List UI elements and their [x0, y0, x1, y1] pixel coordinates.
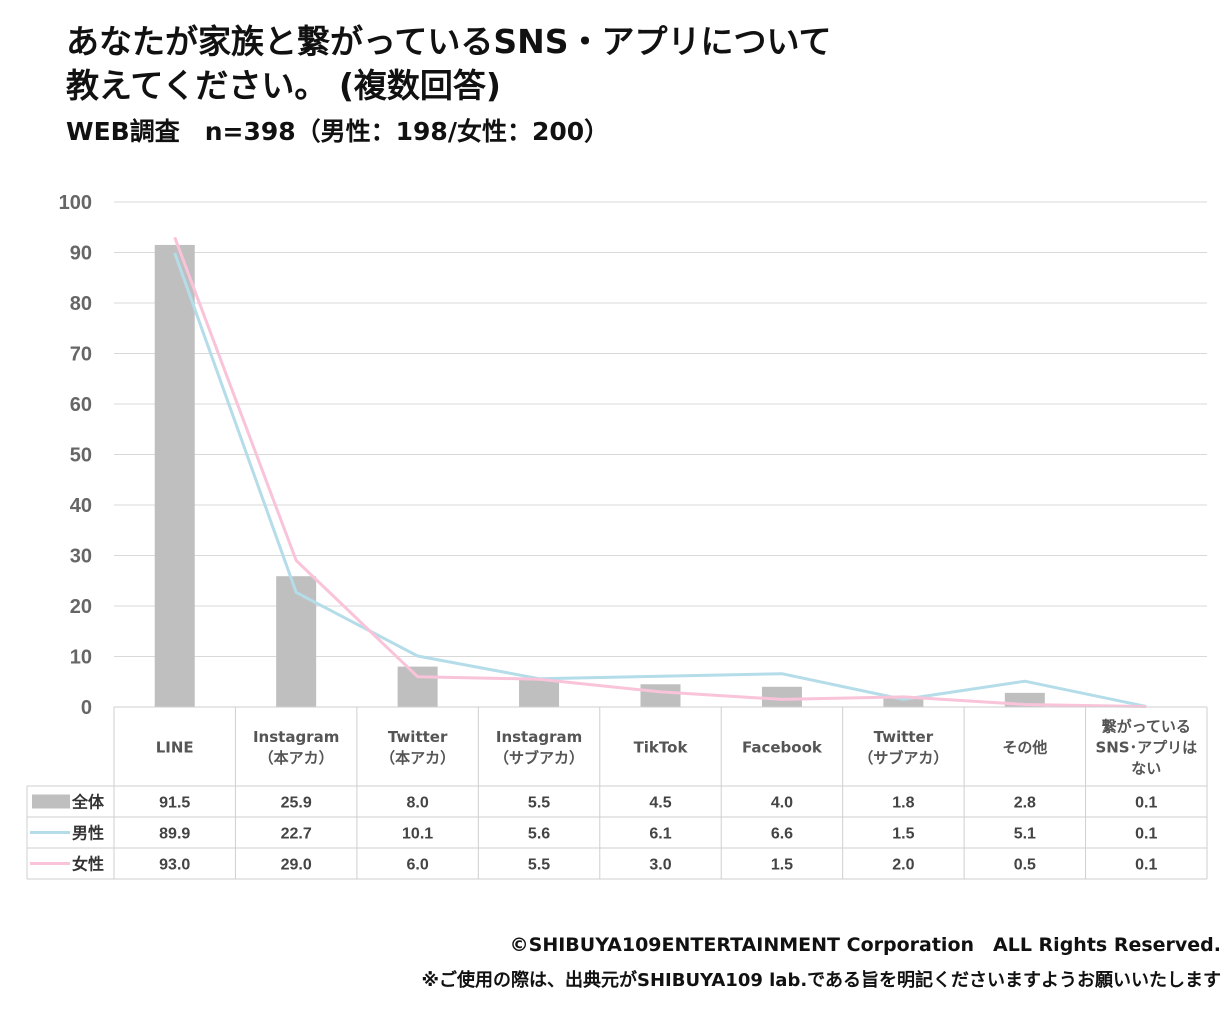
y-tick-label: 10: [70, 647, 92, 669]
y-tick-label: 60: [70, 394, 92, 416]
category-label: （サブアカ）: [494, 749, 584, 767]
table-cell-value: 0.5: [1014, 857, 1036, 874]
table-cell-value: 93.0: [159, 857, 190, 874]
table-cell-value: 6.6: [771, 826, 793, 843]
table-cell-value: 4.5: [649, 795, 671, 812]
table-cell-value: 10.1: [402, 826, 433, 843]
category-label: （サブアカ）: [858, 749, 948, 767]
legend-label: 女性: [72, 855, 104, 874]
table-cell-value: 3.0: [649, 857, 671, 874]
legend-key-全体: [32, 794, 70, 809]
category-label: Facebook: [742, 739, 823, 757]
table-cell-value: 29.0: [281, 857, 312, 874]
category-label: （本アカ）: [259, 749, 334, 767]
line-series: [173, 236, 1147, 708]
bar-4: [640, 684, 681, 707]
table-cell-value: 2.0: [892, 857, 914, 874]
y-axis-ticks: 0 10 20 30 40 50 60 70 80 90 100: [59, 192, 92, 719]
line-series-2: [173, 236, 1147, 708]
line-series-1: [173, 252, 1147, 708]
table-cell-value: 6.1: [649, 826, 671, 843]
table-cell-value: 22.7: [281, 826, 312, 843]
chart-title-line-1: あなたが家族と繋がっているSNS・アプリについて: [66, 22, 832, 61]
y-tick-label: 90: [70, 243, 92, 265]
data-table: LINE Instagram （本アカ） Twitter （本アカ） Instagram （…: [26, 706, 1208, 880]
chart-subtitle: WEB調査 n=398（男性：198/女性：200）: [66, 117, 610, 146]
bar-series: [154, 244, 1167, 708]
table-cell-value: 8.0: [406, 795, 428, 812]
footer-copyright: ©SHIBUYA109ENTERTAINMENT Corporation ALL…: [509, 934, 1221, 956]
y-tick-label: 50: [70, 445, 92, 467]
table-cell-value: 5.6: [528, 826, 550, 843]
table-cell-value: 0.1: [1135, 826, 1157, 843]
y-tick-label: 20: [70, 596, 92, 618]
category-label: ない: [1131, 760, 1161, 778]
legend-label: 全体: [71, 793, 105, 812]
category-label: 繋がっている: [1102, 718, 1191, 736]
legend-label: 男性: [72, 824, 104, 843]
category-label: Instagram: [496, 728, 582, 746]
table-cell-value: 5.1: [1014, 826, 1036, 843]
table-cell-value: 4.0: [771, 795, 793, 812]
y-tick-label: 70: [70, 344, 92, 366]
bar-6: [883, 697, 924, 707]
category-label: （本アカ）: [380, 749, 455, 767]
table-cell-value: 1.8: [892, 795, 914, 812]
y-tick-label: 30: [70, 546, 92, 568]
chart-title-line-2: 教えてください。 (複数回答): [66, 66, 502, 105]
category-label: LINE: [156, 739, 194, 757]
table-cell-value: 2.8: [1014, 795, 1036, 812]
table-cell-value: 6.0: [406, 857, 428, 874]
table-cell-value: 0.1: [1135, 857, 1157, 874]
category-label: その他: [1002, 739, 1047, 757]
table-cell-value: 5.5: [528, 857, 550, 874]
bar-0: [154, 244, 195, 708]
y-tick-label: 100: [59, 192, 92, 214]
y-tick-label: 0: [81, 697, 92, 719]
table-cell-value: 0.1: [1135, 795, 1157, 812]
bar-2: [397, 666, 438, 707]
bar-3: [519, 679, 560, 707]
table-cell-value: 91.5: [159, 795, 190, 812]
bar-5: [761, 686, 802, 707]
table-cell-value: 89.9: [159, 826, 190, 843]
table-cell-value: 5.5: [528, 795, 550, 812]
category-label: Instagram: [253, 728, 339, 746]
category-label: Twitter: [388, 728, 448, 746]
table-cell-value: 1.5: [892, 826, 914, 843]
y-tick-label: 40: [70, 495, 92, 517]
category-label: TikTok: [634, 739, 689, 757]
bar-1: [276, 576, 317, 707]
table-cell-value: 1.5: [771, 857, 793, 874]
category-label: Twitter: [874, 728, 934, 746]
y-tick-label: 80: [70, 293, 92, 315]
footer-note: ※ご使用の際は、出典元がSHIBUYA109 lab.である旨を明記くださいます…: [421, 970, 1222, 991]
category-label: SNS･アプリは: [1095, 739, 1197, 757]
table-cell-value: 25.9: [281, 795, 312, 812]
